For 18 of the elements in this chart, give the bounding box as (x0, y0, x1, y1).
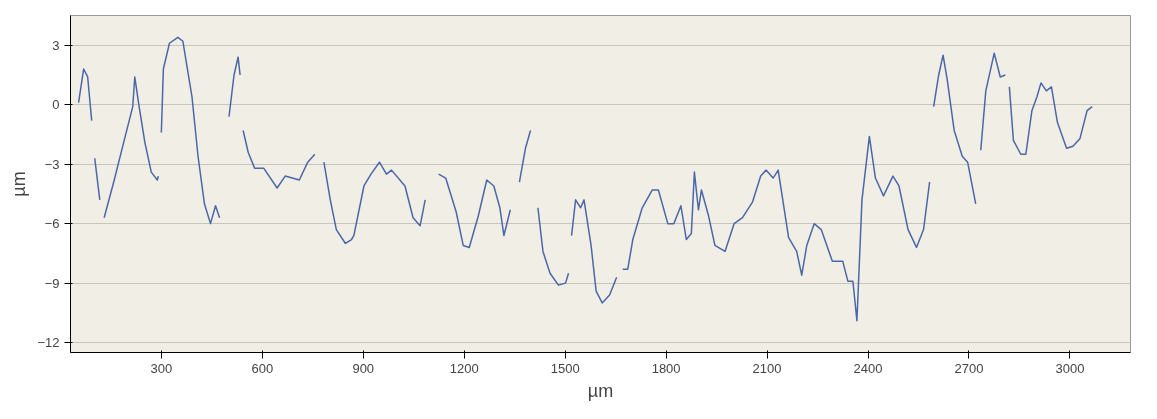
x-tick-label: 2400 (853, 360, 883, 376)
y-tick-label: −3 (44, 156, 60, 172)
x-tick-label: 1200 (449, 360, 479, 376)
x-tick-label: 2700 (954, 360, 984, 376)
x-tick-label: 2100 (752, 360, 782, 376)
y-tick-label: −12 (37, 335, 60, 351)
y-tick-label: 0 (52, 97, 60, 113)
x-tick-label: 600 (251, 360, 274, 376)
x-tick-label: 3000 (1055, 360, 1085, 376)
x-tick-label: 300 (150, 360, 173, 376)
x-axis-title: µm (587, 380, 614, 401)
x-tick-label: 900 (352, 360, 375, 376)
y-axis-title: µm (9, 171, 30, 197)
x-tick-label: 1800 (651, 360, 681, 376)
y-tick-label: −6 (44, 216, 60, 232)
y-tick-label: 3 (52, 37, 60, 53)
x-tick-label: 1500 (550, 360, 580, 376)
y-tick-label: −9 (44, 275, 60, 291)
